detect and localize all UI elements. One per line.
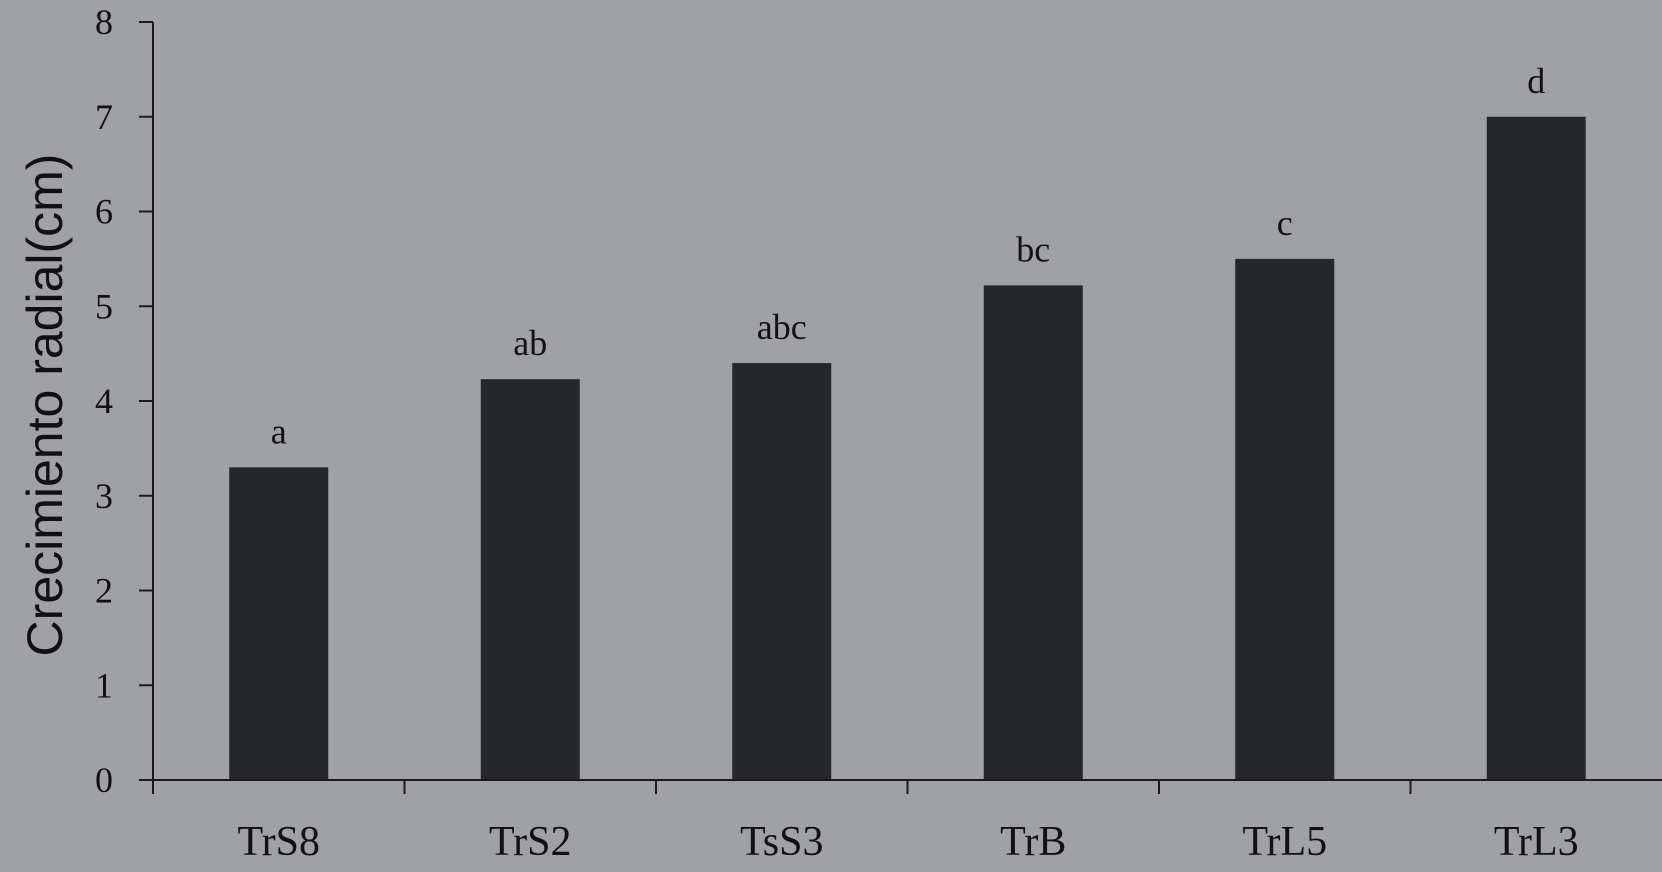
x-category-label: TrS8 [237,819,320,865]
significance-label: c [1277,203,1293,243]
x-category-label: TrL5 [1242,819,1327,865]
y-axis-ticks: 0 1 2 3 4 5 6 7 8 [95,2,153,800]
bars [229,116,1586,780]
bar-labels: a ab abc bc c d [271,61,1545,452]
x-category-label: TrS2 [489,819,572,865]
x-category-label: TsS3 [740,819,823,865]
significance-label: ab [513,323,547,363]
significance-label: bc [1016,229,1050,269]
bar-tss3 [732,363,832,780]
significance-label: a [271,411,287,451]
y-tick-label: 6 [95,192,113,232]
y-axis-title: Crecimiento radial(cm) [17,154,73,657]
bar-trl3 [1486,116,1586,780]
y-tick-label: 1 [95,665,113,705]
y-tick-label: 5 [95,286,113,326]
bar-trs8 [229,467,329,780]
y-tick-label: 4 [95,381,113,421]
y-tick-label: 2 [95,571,113,611]
y-tick-label: 8 [95,2,113,42]
significance-label: abc [757,307,807,347]
bar-trb [983,285,1083,780]
x-category-label: TrB [1000,819,1066,865]
significance-label: d [1527,61,1545,101]
y-tick-label: 0 [95,760,113,800]
y-tick-label: 3 [95,476,113,516]
bar-trl5 [1235,258,1335,780]
x-axis-ticks: TrS8 TrS2 TsS3 TrB TrL5 TrL3 [152,780,1579,865]
bar-trs2 [480,379,580,780]
x-category-label: TrL3 [1494,819,1579,865]
y-tick-label: 7 [95,97,113,137]
